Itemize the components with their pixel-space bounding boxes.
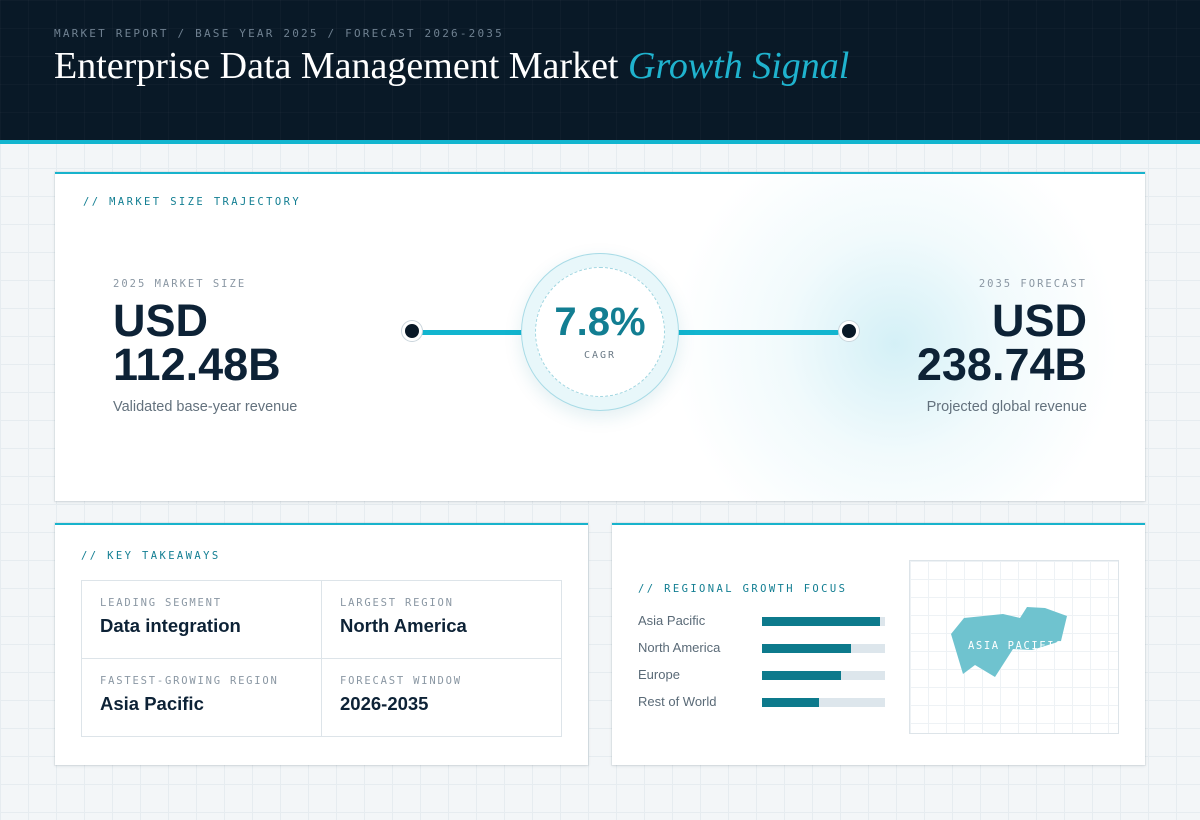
region-bar-name: Europe <box>638 667 680 682</box>
regional-growth-card: // REGIONAL GROWTH FOCUS Asia Pacific No… <box>612 523 1145 765</box>
takeaway-label: LEADING SEGMENT <box>100 597 222 609</box>
start-point-dot <box>402 321 422 341</box>
takeaway-label: LARGEST REGION <box>340 597 454 609</box>
end-point-dot <box>839 321 859 341</box>
cagr-label: CAGR <box>583 350 617 361</box>
takeaways-section-label: // KEY TAKEAWAYS <box>81 550 221 562</box>
region-bar-row: North America <box>638 640 888 655</box>
title-accent: Growth Signal <box>628 45 850 87</box>
base-year-currency: USD <box>113 295 209 346</box>
asia-pacific-map-shape <box>951 607 1067 677</box>
forecast-value: USD 238.74B <box>916 295 1087 390</box>
trajectory-line-left <box>419 330 523 335</box>
regional-section-label: // REGIONAL GROWTH FOCUS <box>638 583 848 595</box>
region-bar-track <box>762 698 885 707</box>
report-eyebrow: MARKET REPORT / BASE YEAR 2025 / FORECAS… <box>54 27 504 40</box>
region-bar-row: Rest of World <box>638 694 888 709</box>
map-region-label: ASIA PACIFIC <box>968 640 1064 652</box>
cagr-inner-ring: 7.8% CAGR <box>535 267 665 397</box>
takeaway-value: Data integration <box>100 615 241 636</box>
takeaway-value: North America <box>340 615 467 636</box>
trajectory-line-right <box>677 330 839 335</box>
report-header: MARKET REPORT / BASE YEAR 2025 / FORECAS… <box>0 0 1200 144</box>
forecast-stat: 2035 FORECAST USD 238.74B Projected glob… <box>917 278 1087 415</box>
takeaway-label: FORECAST WINDOW <box>340 675 462 687</box>
takeaway-fastest-growing-region: FASTEST-GROWING REGION Asia Pacific <box>82 659 322 737</box>
takeaways-grid: LEADING SEGMENT Data integration LARGEST… <box>81 580 562 737</box>
region-bar-row: Asia Pacific <box>638 613 888 628</box>
region-bar-name: Rest of World <box>638 694 717 709</box>
region-bar-name: North America <box>638 640 721 655</box>
region-bar-track <box>762 671 885 680</box>
region-map: ASIA PACIFIC <box>909 560 1119 734</box>
region-bar-fill <box>762 698 819 707</box>
region-bar-fill <box>762 617 881 626</box>
grid-divider-horizontal <box>82 658 561 659</box>
takeaway-leading-segment: LEADING SEGMENT Data integration <box>82 581 322 659</box>
trajectory-section-label: // MARKET SIZE TRAJECTORY <box>83 196 302 208</box>
forecast-currency: USD <box>991 295 1087 346</box>
region-bar-track <box>762 617 885 626</box>
cagr-value: 7.8% <box>554 300 646 344</box>
region-bar-fill <box>762 671 841 680</box>
forecast-label: 2035 FORECAST <box>978 278 1087 290</box>
base-year-value: USD 112.48B <box>113 295 297 390</box>
region-bar-fill <box>762 644 851 653</box>
title-main: Enterprise Data Management Market <box>54 45 619 87</box>
region-bar-track <box>762 644 885 653</box>
base-year-caption: Validated base-year revenue <box>113 399 298 415</box>
forecast-amount: 238.74B <box>916 339 1087 390</box>
base-year-stat: 2025 MARKET SIZE USD 112.48B Validated b… <box>113 278 297 415</box>
base-year-label: 2025 MARKET SIZE <box>113 278 247 290</box>
takeaway-value: 2026-2035 <box>340 693 429 714</box>
base-year-amount: 112.48B <box>113 339 281 390</box>
page-title: Enterprise Data Management Market Growth… <box>54 44 849 88</box>
market-size-card: // MARKET SIZE TRAJECTORY 2025 MARKET SI… <box>55 172 1145 501</box>
cagr-badge: 7.8% CAGR <box>521 253 679 411</box>
takeaway-label: FASTEST-GROWING REGION <box>100 675 279 687</box>
takeaway-value: Asia Pacific <box>100 693 204 714</box>
region-bar-row: Europe <box>638 667 888 682</box>
forecast-caption: Projected global revenue <box>926 399 1087 415</box>
key-takeaways-card: // KEY TAKEAWAYS LEADING SEGMENT Data in… <box>55 523 588 765</box>
takeaway-forecast-window: FORECAST WINDOW 2026-2035 <box>322 659 562 737</box>
takeaway-largest-region: LARGEST REGION North America <box>322 581 562 659</box>
region-bar-name: Asia Pacific <box>638 613 706 628</box>
